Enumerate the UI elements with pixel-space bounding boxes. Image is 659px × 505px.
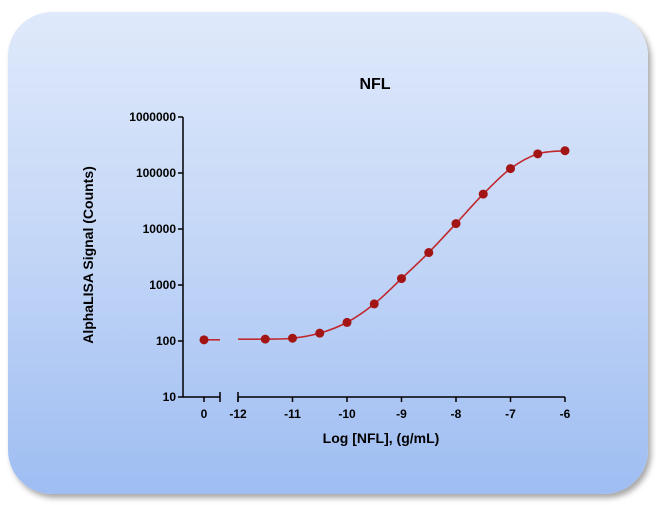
chart-title: NFL [359,76,390,93]
x-tick-label: -6 [560,407,571,421]
fit-curve-layer [204,149,566,341]
data-point [397,274,406,284]
data-point [369,299,379,309]
data-point [506,164,515,174]
fit-curve [237,149,566,340]
data-point [424,248,434,258]
y-tick-label: 1000 [149,278,176,292]
data-point [560,146,570,156]
x-tick-label: -11 [284,407,301,421]
y-tick-label: 100 [156,334,176,348]
data-point [315,328,325,338]
x-tick-label: -12 [229,407,247,421]
data-point [533,149,543,159]
y-tick-label: 100000 [136,166,176,180]
x-tick-label: 0 [201,407,208,421]
x-tick-label: -8 [451,407,462,421]
data-point [199,335,209,345]
data-point [451,219,461,229]
y-axis-title: AlphaLISA Signal (Counts) [80,166,96,344]
x-axis-title: Log [NFL], (g/mL) [323,430,440,446]
chart-card: NFL AlphaLISA Signal (Counts) Log [NFL],… [8,12,648,494]
data-point [342,317,352,327]
data-point [478,189,488,199]
data-point [288,333,297,343]
x-tick-label: -9 [396,407,407,421]
y-tick-label: 10 [163,390,177,404]
y-tick-label: 1000000 [129,110,176,124]
y-tick-label: 10000 [143,222,177,236]
data-points-layer [199,146,570,345]
chart: NFL AlphaLISA Signal (Counts) Log [NFL],… [80,76,571,446]
data-point [260,334,270,344]
x-tick-label: -10 [338,407,356,421]
x-tick-label: -7 [505,407,516,421]
